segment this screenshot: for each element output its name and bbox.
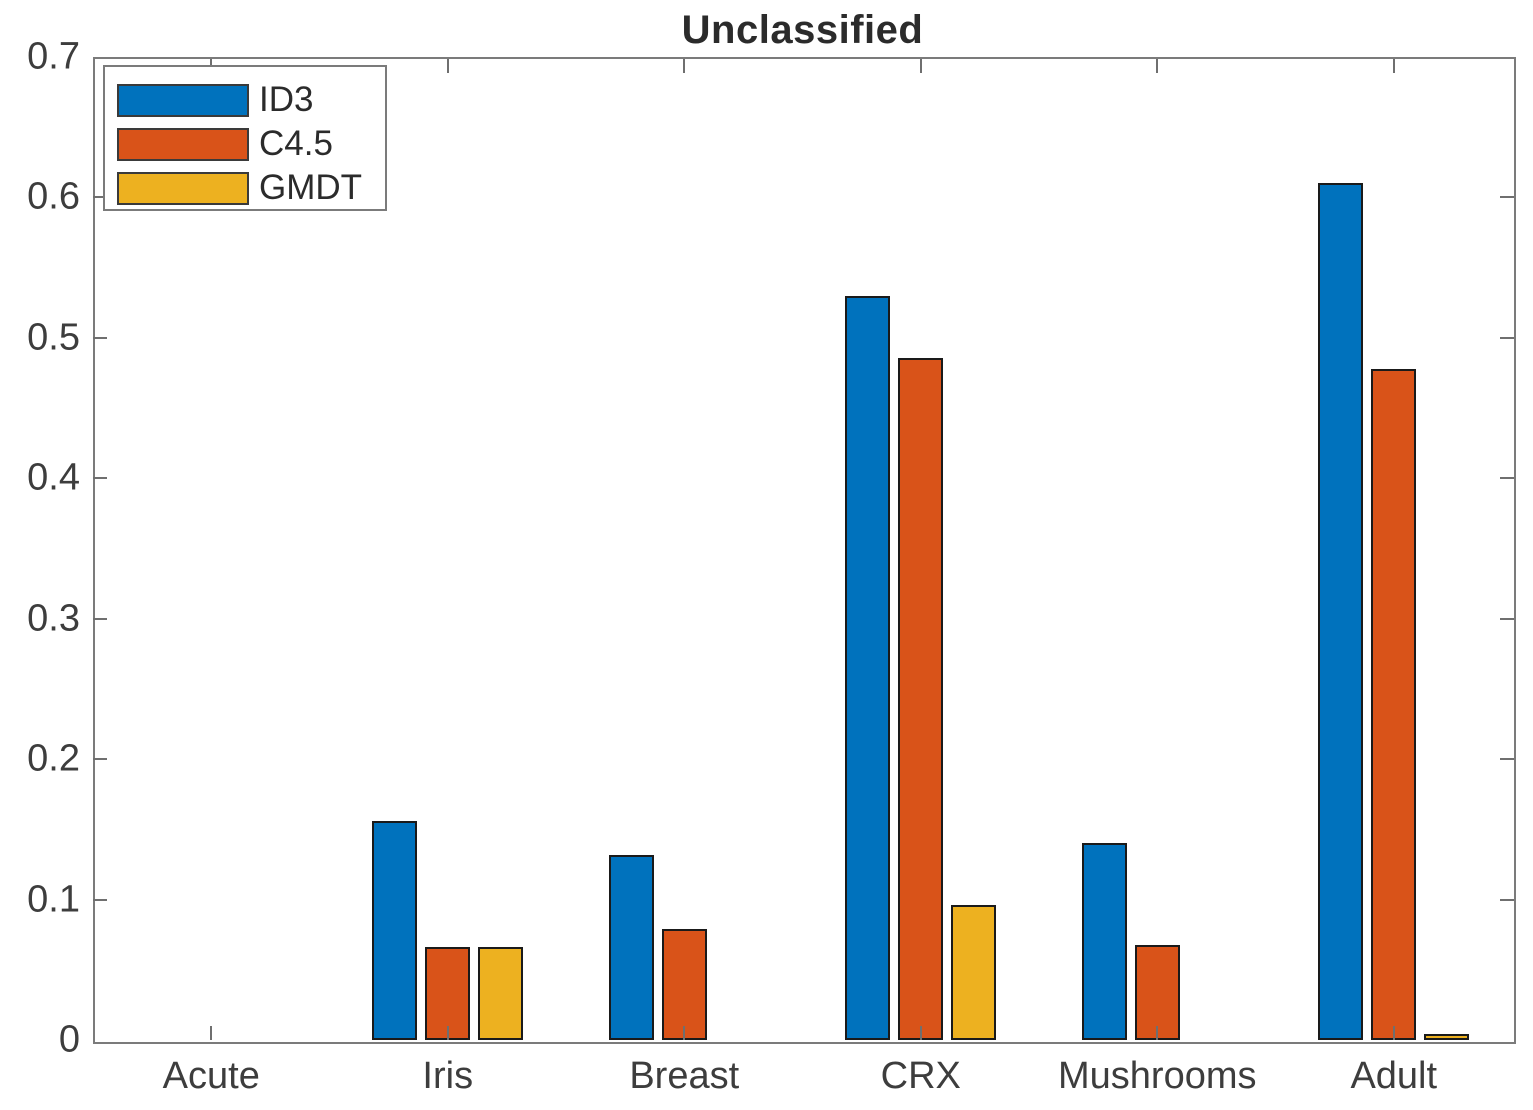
y-axis-tick — [93, 336, 107, 339]
x-axis-tick-top — [446, 59, 449, 73]
y-tick-label: 0.2 — [27, 737, 80, 780]
x-axis-tick-top — [1392, 59, 1395, 73]
bar-c45-iris — [425, 947, 471, 1040]
y-tick-label: 0.3 — [27, 597, 80, 640]
x-axis-tick-top — [683, 59, 686, 73]
x-tick-label: CRX — [880, 1055, 961, 1097]
x-tick-label: Acute — [162, 1055, 260, 1097]
x-axis-tick-top — [919, 59, 922, 73]
x-axis-tick — [1392, 1026, 1395, 1040]
bar-c45-adult — [1371, 368, 1417, 1040]
x-axis-tick — [683, 1026, 686, 1040]
chart-title: Unclassified — [681, 8, 924, 52]
y-tick-label: 0.7 — [27, 35, 80, 78]
legend-label: ID3 — [259, 80, 314, 119]
bar-gmdt-iris — [478, 947, 524, 1040]
y-tick-label: 0 — [58, 1018, 80, 1061]
legend-swatch — [117, 83, 249, 117]
x-tick-label: Breast — [629, 1055, 740, 1097]
y-axis-tick-right — [1500, 617, 1514, 620]
bar-id3-mushrooms — [1081, 843, 1127, 1040]
y-axis-tick — [93, 196, 107, 199]
legend-label: GMDT — [259, 168, 363, 207]
bar-c45-breast — [661, 929, 707, 1040]
bar-id3-crx — [845, 295, 891, 1040]
y-axis-tick-right — [1500, 336, 1514, 339]
y-axis-tick — [93, 477, 107, 480]
x-axis-tick — [1156, 1026, 1159, 1040]
legend-entry-c45: C4.5 — [117, 123, 385, 165]
y-axis-tick-right — [1500, 758, 1514, 761]
bar-c45-crx — [898, 357, 944, 1040]
y-axis-tick-right — [1500, 196, 1514, 199]
x-axis-tick — [919, 1026, 922, 1040]
x-tick-label: Iris — [422, 1055, 474, 1097]
y-axis-tick — [93, 758, 107, 761]
x-axis-tick-top — [1156, 59, 1159, 73]
x-tick-label: Mushrooms — [1058, 1055, 1257, 1097]
y-tick-label: 0.1 — [27, 878, 80, 921]
legend: ID3 C4.5 GMDT — [103, 65, 387, 211]
bar-id3-adult — [1318, 183, 1364, 1040]
bar-id3-breast — [608, 854, 654, 1040]
bar-c45-mushrooms — [1134, 944, 1180, 1040]
bar-gmdt-adult — [1424, 1034, 1470, 1040]
legend-entry-gmdt: GMDT — [117, 167, 385, 209]
y-axis-tick — [93, 898, 107, 901]
bar-gmdt-crx — [951, 905, 997, 1040]
y-tick-label: 0.5 — [27, 316, 80, 359]
x-tick-label: Adult — [1350, 1055, 1438, 1097]
x-axis-tick — [210, 1026, 213, 1040]
plot-area — [93, 57, 1516, 1044]
legend-swatch — [117, 127, 249, 161]
y-tick-label: 0.4 — [27, 456, 80, 499]
legend-label: C4.5 — [259, 124, 333, 163]
y-axis-tick — [93, 617, 107, 620]
legend-entry-id3: ID3 — [117, 79, 385, 121]
legend-swatch — [117, 171, 249, 205]
x-axis-tick — [446, 1026, 449, 1040]
y-axis-tick-right — [1500, 477, 1514, 480]
bar-id3-iris — [372, 820, 418, 1040]
y-axis-tick-right — [1500, 898, 1514, 901]
y-tick-label: 0.6 — [27, 175, 80, 218]
